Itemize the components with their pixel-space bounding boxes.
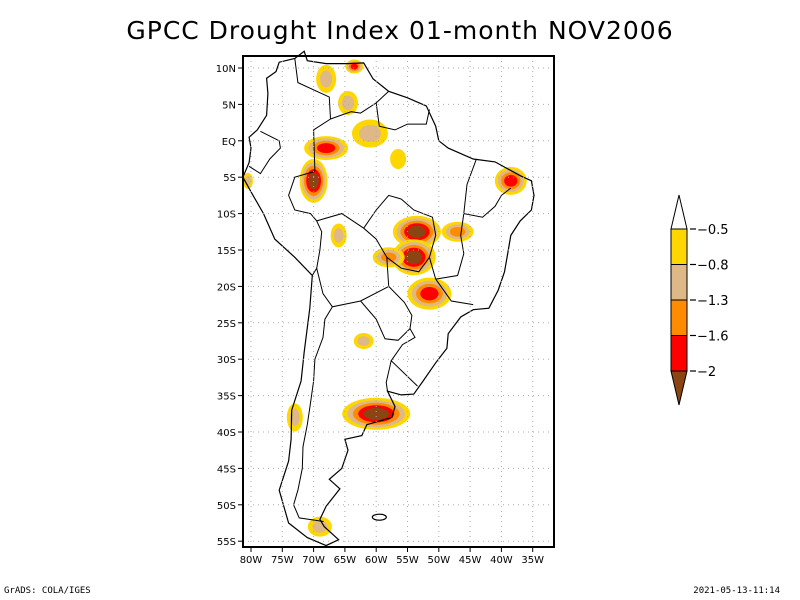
drought-patch-roraima-east <box>351 119 388 148</box>
drought-contour-level-2 <box>320 70 333 88</box>
lon-tick-label: 45W <box>459 555 482 566</box>
drought-contour-level-4 <box>504 175 518 187</box>
drought-contour-level-2 <box>289 408 300 426</box>
lat-tick-label: EQ <box>222 137 236 148</box>
drought-contour-level-2 <box>357 336 370 346</box>
drought-contour-level-5 <box>363 407 389 420</box>
lat-tick-label: 10S <box>217 210 236 221</box>
drought-patch-amazon-northwest <box>304 136 349 161</box>
drought-patch-argentina-north <box>353 333 374 349</box>
drought-patch-para <box>390 149 407 169</box>
colorbar-level-label: −2 <box>697 365 716 380</box>
drought-patch-colombia-north <box>316 64 337 93</box>
colorbar-bin <box>670 264 688 301</box>
colorbar-bin <box>670 228 688 265</box>
lon-tick-label: 70W <box>302 555 325 566</box>
map-frame <box>242 55 555 548</box>
drought-contour-level-3 <box>381 252 397 263</box>
drought-patch-colombia-venezuela <box>338 90 359 115</box>
colorbar-level-label: −1.3 <box>697 294 729 309</box>
drought-contour-level-4 <box>350 63 359 70</box>
drought-contour-level-3 <box>449 227 466 237</box>
lon-tick-label: 35W <box>521 555 544 566</box>
lat-tick-label: 10N <box>216 64 236 75</box>
country-border <box>288 170 323 276</box>
lat-tick-label: 20S <box>217 282 236 293</box>
drought-contour-level-2 <box>312 520 328 533</box>
country-border <box>390 328 418 387</box>
country-border <box>330 90 390 120</box>
lat-tick-label: 5S <box>223 173 236 184</box>
drought-contour-level-2 <box>358 124 381 143</box>
country-border <box>360 286 413 341</box>
lat-tick-label: 45S <box>217 464 236 475</box>
falkland-islands <box>371 513 387 521</box>
drought-patch-chile-central <box>286 403 303 432</box>
grid-layer <box>243 56 554 547</box>
footer-timestamp: 2021-05-13-11:14 <box>693 586 780 596</box>
colorbar-level-label: −0.8 <box>697 259 729 274</box>
colorbar-level-label: −1.6 <box>697 330 729 345</box>
colorbar-top-arrow <box>670 194 688 230</box>
lon-tick-label: 75W <box>271 555 294 566</box>
drought-patch-mato-grosso-south <box>391 239 436 276</box>
latitude-axis: 10N 5N EQ 5S 10S 15S 20S 25S 30S 35S 40S 45S 50S 55S <box>216 64 243 548</box>
lon-tick-label: 55W <box>396 555 419 566</box>
country-border <box>316 213 390 308</box>
country-border <box>248 130 281 175</box>
drought-patch-tocantins-goias <box>441 221 474 242</box>
drought-patches-layer <box>242 59 527 537</box>
lon-tick-label: 80W <box>240 555 263 566</box>
colorbar: −0.5 −0.8 −1.3 −1.6 −2 <box>670 194 729 406</box>
drought-patch-bolivia-east <box>372 247 405 268</box>
drought-patch-parana-sao-paulo <box>407 277 452 310</box>
drought-patch-mato-grosso <box>392 215 441 248</box>
lon-tick-label: 50W <box>427 555 450 566</box>
coastline-layer <box>242 50 535 547</box>
lat-tick-label: 55S <box>217 537 236 548</box>
drought-contour-level-1 <box>390 149 407 169</box>
country-border <box>435 213 465 280</box>
lon-tick-label: 60W <box>365 555 388 566</box>
colorbar-bottom-arrow <box>670 370 688 406</box>
lon-tick-label: 65W <box>334 555 357 566</box>
drought-contour-level-5 <box>405 250 423 265</box>
country-border <box>375 102 430 131</box>
longitude-axis: 80W 75W 70W 65W 60W 55W 50W 45W 40W 35W <box>240 547 544 566</box>
drought-patch-northeast-brazil <box>494 166 527 195</box>
lat-tick-label: 25S <box>217 319 236 330</box>
lat-tick-label: 15S <box>217 246 236 257</box>
colorbar-bin <box>670 299 688 336</box>
drought-contour-level-2 <box>341 95 355 111</box>
lat-tick-label: 35S <box>217 392 236 403</box>
country-border <box>385 360 392 392</box>
country-border <box>428 257 474 306</box>
colorbar-bin <box>670 335 688 372</box>
drought-contour-level-2 <box>244 175 251 186</box>
drought-contour-level-4 <box>420 287 439 301</box>
drought-contour-level-4 <box>316 143 336 154</box>
country-border <box>463 158 512 218</box>
drought-contour-level-2 <box>333 228 344 243</box>
lat-tick-label: 40S <box>217 428 236 439</box>
lat-tick-label: 30S <box>217 355 236 366</box>
country-border <box>363 194 402 229</box>
coastline <box>242 50 535 547</box>
drought-contour-level-5 <box>308 172 319 190</box>
footer-grads-credit: GrADS: COLA/IGES <box>4 586 91 596</box>
drought-patch-venezuela-north <box>345 59 364 74</box>
drought-patch-bolivia-west <box>330 223 347 248</box>
chart-title: GPCC Drought Index 01-month NOV2006 <box>126 16 674 45</box>
lat-tick-label: 50S <box>217 501 236 512</box>
colorbar-level-label: −0.5 <box>697 223 729 238</box>
drought-contour-level-5 <box>407 225 426 238</box>
drought-patch-buenos-aires <box>342 397 411 430</box>
lat-tick-label: 5N <box>222 100 236 111</box>
country-border <box>386 198 437 273</box>
lon-tick-label: 40W <box>490 555 513 566</box>
